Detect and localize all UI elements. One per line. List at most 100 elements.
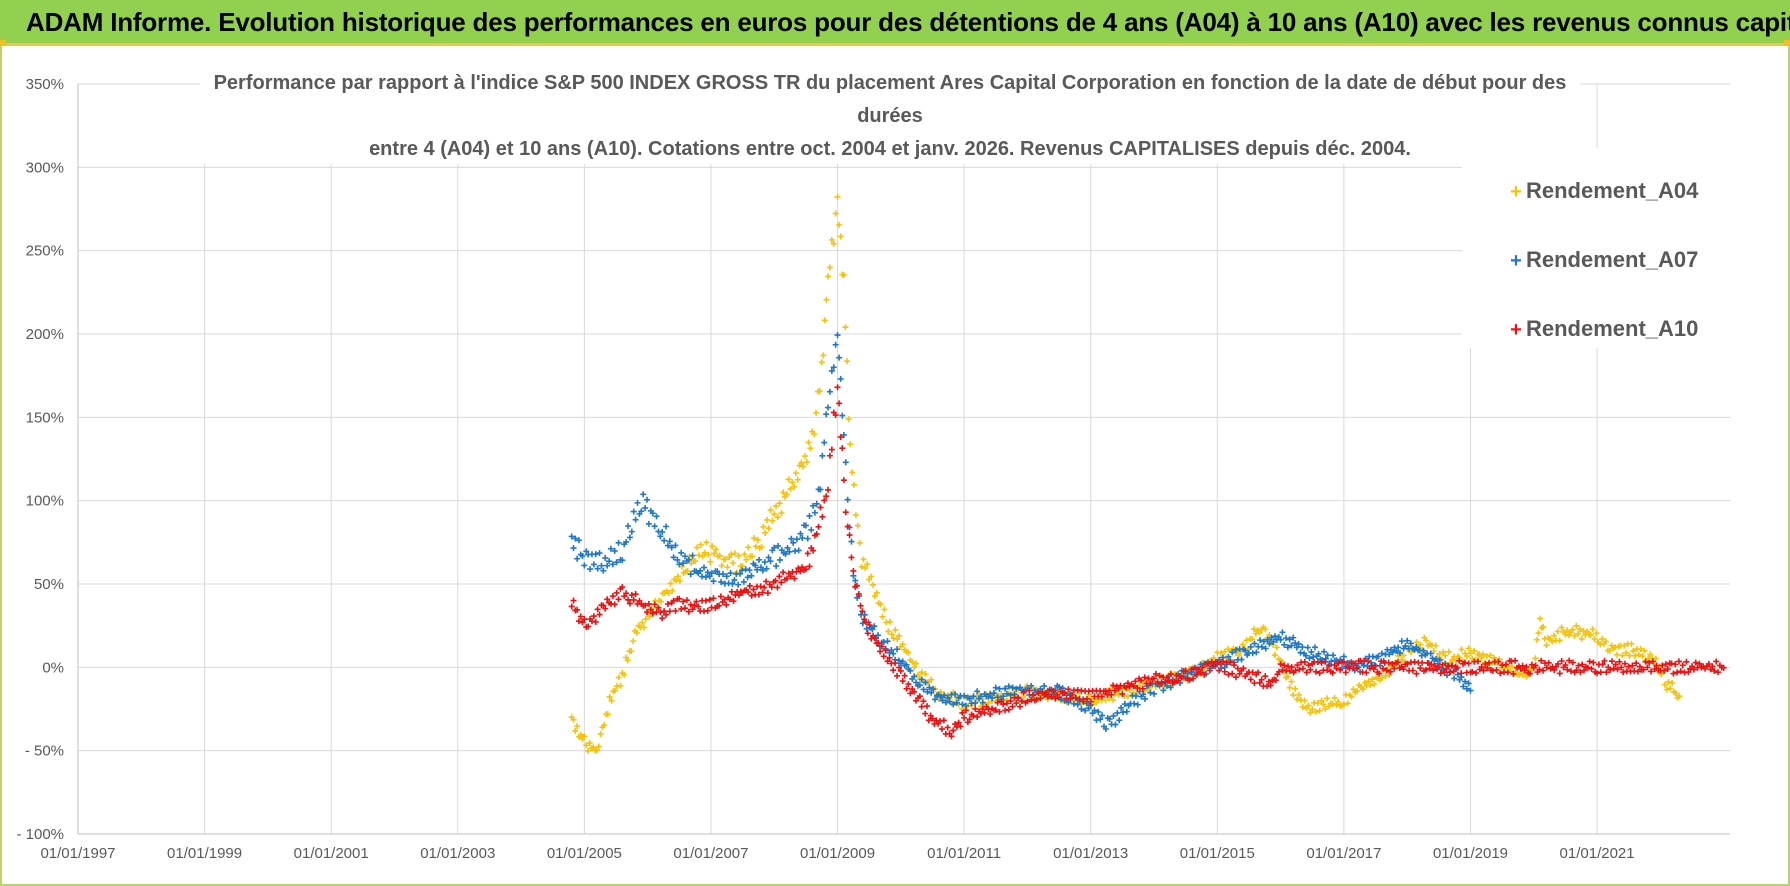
data-point-Rendement_A10: [837, 434, 844, 441]
data-point-Rendement_A04: [612, 687, 619, 694]
data-point-Rendement_A10: [962, 707, 969, 714]
data-point-Rendement_A10: [1430, 667, 1437, 674]
data-point-Rendement_A07: [1393, 648, 1400, 655]
data-point-Rendement_A04: [825, 273, 832, 280]
data-point-Rendement_A10: [1221, 668, 1228, 675]
data-point-Rendement_A04: [1217, 649, 1224, 656]
data-point-Rendement_A10: [1469, 668, 1476, 675]
data-point-Rendement_A10: [1258, 676, 1265, 683]
data-point-Rendement_A04: [1652, 655, 1659, 662]
data-point-Rendement_A07: [744, 574, 751, 581]
data-point-Rendement_A04: [1340, 701, 1347, 708]
data-point-Rendement_A10: [1437, 670, 1444, 677]
data-point-Rendement_A07: [572, 535, 579, 542]
data-point-Rendement_A10: [1569, 659, 1576, 666]
data-point-Rendement_A04: [1440, 648, 1447, 655]
data-point-Rendement_A10: [1262, 673, 1269, 680]
data-point-Rendement_A04: [583, 742, 590, 749]
data-point-Rendement_A10: [1709, 663, 1716, 670]
data-point-Rendement_A10: [892, 660, 899, 667]
data-point-Rendement_A04: [813, 409, 820, 416]
data-point-Rendement_A07: [1260, 638, 1267, 645]
data-point-Rendement_A04: [826, 264, 833, 271]
data-point-Rendement_A04: [1271, 652, 1278, 659]
y-tick-label: 100%: [26, 493, 64, 510]
data-point-Rendement_A07: [837, 375, 844, 382]
data-point-Rendement_A07: [649, 510, 656, 517]
data-point-Rendement_A10: [628, 592, 635, 599]
data-point-Rendement_A07: [1132, 693, 1139, 700]
series-layer: [568, 193, 1727, 754]
x-tick-label: 01/01/2001: [294, 845, 369, 862]
data-point-Rendement_A10: [1419, 659, 1426, 666]
data-point-Rendement_A04: [776, 500, 783, 507]
data-point-Rendement_A10: [1026, 687, 1033, 694]
data-point-Rendement_A04: [1578, 635, 1585, 642]
data-point-Rendement_A10: [1456, 657, 1463, 664]
data-point-Rendement_A10: [1124, 680, 1131, 687]
data-point-Rendement_A04: [1667, 685, 1674, 692]
data-point-Rendement_A07: [859, 620, 866, 627]
data-point-Rendement_A07: [1293, 644, 1300, 651]
data-point-Rendement_A07: [759, 567, 766, 574]
data-point-Rendement_A07: [574, 555, 581, 562]
data-point-Rendement_A10: [1188, 666, 1195, 673]
data-point-Rendement_A04: [1641, 647, 1648, 654]
data-point-Rendement_A10: [1649, 658, 1656, 665]
data-point-Rendement_A10: [570, 597, 577, 604]
data-point-Rendement_A10: [1106, 687, 1113, 694]
data-point-Rendement_A07: [1118, 704, 1125, 711]
data-point-Rendement_A10: [979, 706, 986, 713]
y-tick-label: 350%: [26, 76, 64, 93]
data-point-Rendement_A10: [776, 573, 783, 580]
data-point-Rendement_A10: [1679, 662, 1686, 669]
legend-label-a07: Rendement_A07: [1526, 247, 1698, 272]
data-point-Rendement_A10: [1597, 669, 1604, 676]
data-point-Rendement_A10: [1210, 662, 1217, 669]
data-point-Rendement_A10: [864, 630, 871, 637]
x-tick-label: 01/01/2003: [420, 845, 495, 862]
data-point-Rendement_A10: [1439, 661, 1446, 668]
data-point-Rendement_A07: [1229, 649, 1236, 656]
data-point-Rendement_A10: [1625, 663, 1632, 670]
data-point-Rendement_A07: [1375, 653, 1382, 660]
data-point-Rendement_A04: [849, 469, 856, 476]
data-point-Rendement_A10: [664, 600, 671, 607]
data-point-Rendement_A07: [1112, 721, 1119, 728]
data-point-Rendement_A10: [802, 566, 809, 573]
data-point-Rendement_A04: [604, 711, 611, 718]
data-point-Rendement_A10: [1672, 661, 1679, 668]
data-point-Rendement_A07: [740, 578, 747, 585]
data-point-Rendement_A04: [1262, 626, 1269, 633]
data-point-Rendement_A07: [894, 646, 901, 653]
data-point-Rendement_A10: [1147, 680, 1154, 687]
data-point-Rendement_A04: [798, 459, 805, 466]
data-point-Rendement_A04: [1632, 652, 1639, 659]
data-point-Rendement_A07: [810, 502, 817, 509]
data-point-Rendement_A04: [823, 296, 830, 303]
data-point-Rendement_A10: [791, 575, 798, 582]
data-point-Rendement_A10: [735, 592, 742, 599]
data-point-Rendement_A10: [723, 601, 730, 608]
data-point-Rendement_A04: [899, 641, 906, 648]
legend-marker-a04: +: [1510, 181, 1522, 203]
data-point-Rendement_A10: [1232, 674, 1239, 681]
data-point-Rendement_A10: [846, 532, 853, 539]
data-point-Rendement_A04: [1365, 678, 1372, 685]
data-point-Rendement_A04: [699, 553, 706, 560]
data-point-Rendement_A10: [1551, 667, 1558, 674]
data-point-Rendement_A10: [702, 597, 709, 604]
data-point-Rendement_A07: [880, 639, 887, 646]
data-point-Rendement_A07: [926, 684, 933, 691]
data-point-Rendement_A04: [1400, 652, 1407, 659]
chart-title-line-3: entre 4 (A04) et 10 ans (A10). Cotations…: [369, 138, 1411, 160]
data-point-Rendement_A07: [1140, 691, 1147, 698]
data-point-Rendement_A10: [795, 565, 802, 572]
data-point-Rendement_A07: [642, 504, 649, 511]
data-point-Rendement_A04: [1251, 626, 1258, 633]
data-point-Rendement_A07: [944, 694, 951, 701]
data-point-Rendement_A07: [676, 561, 683, 568]
data-point-Rendement_A10: [1231, 662, 1238, 669]
data-point-Rendement_A07: [992, 684, 999, 691]
data-point-Rendement_A07: [602, 554, 609, 561]
